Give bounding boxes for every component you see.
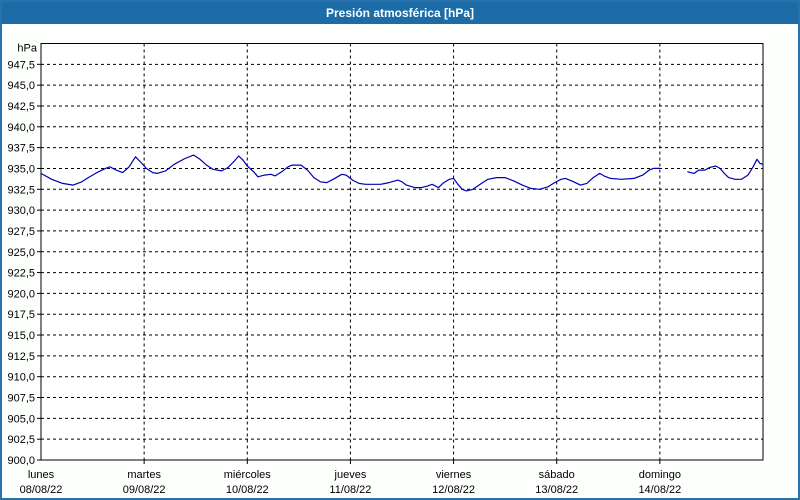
y-tick-label: 915,0 (7, 330, 35, 342)
y-tick-label: 927,5 (7, 226, 35, 238)
y-tick-label: 905,0 (7, 413, 35, 425)
x-day-label: viernes (436, 469, 472, 481)
y-tick-label: 920,0 (7, 288, 35, 300)
x-date-label: 14/08/22 (638, 484, 681, 496)
y-tick-label: 935,0 (7, 163, 35, 175)
y-tick-label: 932,5 (7, 184, 35, 196)
x-date-label: 08/08/22 (20, 484, 63, 496)
y-tick-label: 940,0 (7, 122, 35, 134)
y-tick-label: 930,0 (7, 205, 35, 217)
x-day-label: domingo (639, 469, 681, 481)
x-date-label: 10/08/22 (226, 484, 269, 496)
y-tick-label: 912,5 (7, 351, 35, 363)
y-tick-label: 907,5 (7, 393, 35, 405)
pressure-line (40, 154, 661, 192)
y-tick-label: 945,0 (7, 80, 35, 92)
x-date-label: 11/08/22 (329, 484, 371, 496)
x-day-label: jueves (334, 469, 367, 481)
x-date-label: 12/08/22 (432, 484, 475, 496)
y-tick-label: 910,0 (7, 372, 35, 384)
x-day-label: miércoles (224, 469, 272, 481)
x-date-label: 09/08/22 (123, 484, 166, 496)
y-tick-label: 942,5 (7, 101, 35, 113)
x-day-label: sábado (539, 469, 575, 481)
titlebar: Presión atmosférica [hPa] (2, 2, 798, 24)
y-tick-label: 917,5 (7, 309, 35, 321)
y-tick-label: 937,5 (7, 143, 35, 155)
pressure-chart: 947,5 945,0 942,5 940,0 937,5 935,0 932,5 930,0… (7, 43, 764, 496)
y-axis-unit-label: hPa (17, 43, 37, 55)
y-tick-label: 922,5 (7, 268, 35, 280)
y-tick-label: 900,0 (7, 455, 35, 467)
chart-title: Presión atmosférica [hPa] (325, 6, 475, 20)
y-tick-label: 947,5 (7, 59, 35, 71)
pressure-line (687, 158, 764, 180)
y-tick-label: 902,5 (7, 434, 35, 446)
y-tick-label: 925,0 (7, 247, 35, 259)
x-day-label: martes (127, 469, 161, 481)
x-date-label: 13/08/22 (535, 484, 578, 496)
x-day-label: lunes (28, 469, 55, 481)
